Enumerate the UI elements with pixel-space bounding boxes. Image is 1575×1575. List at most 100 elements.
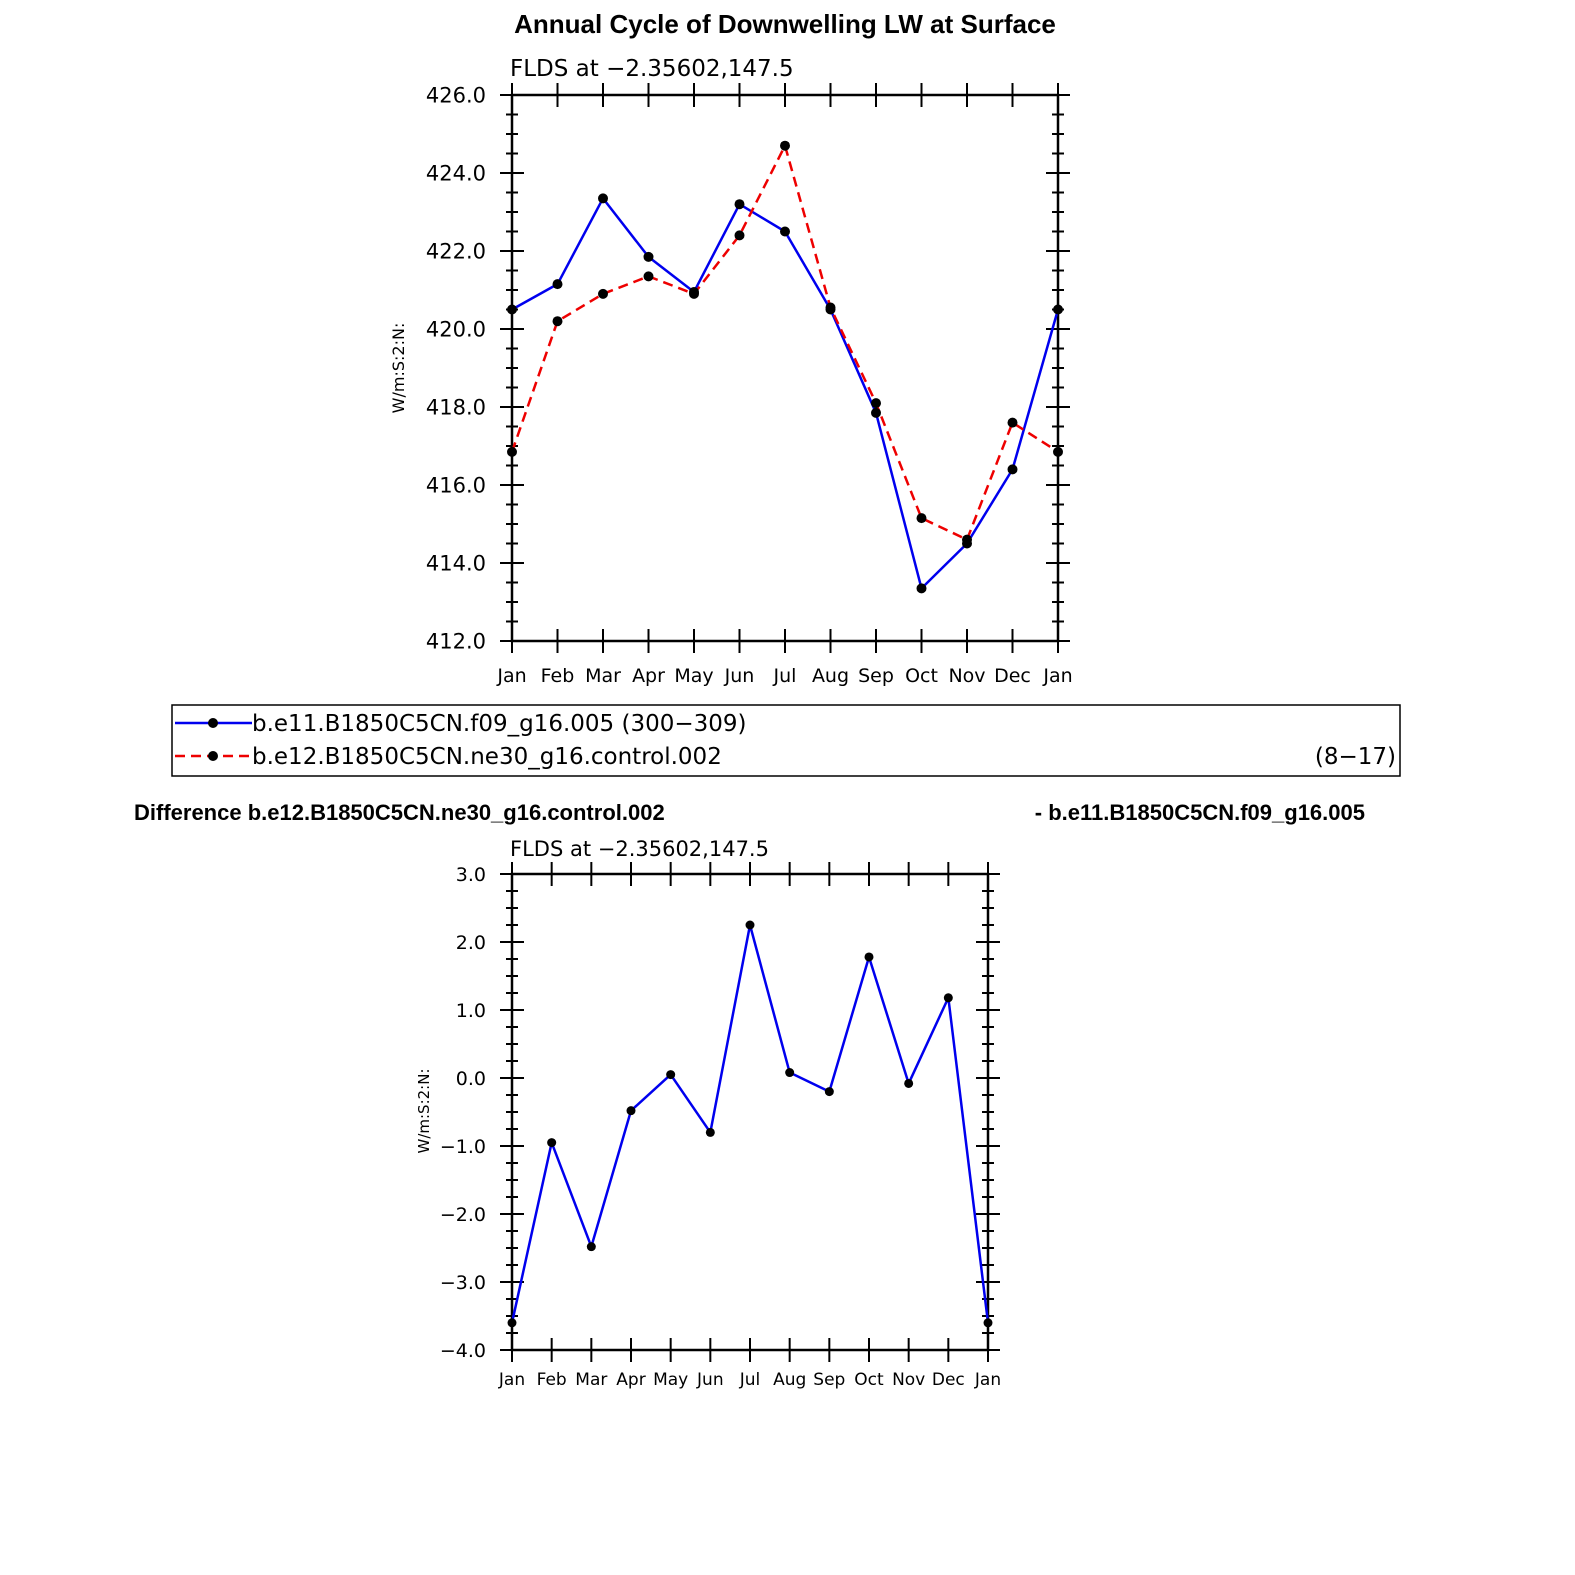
x-tick-label: Sep <box>858 665 894 687</box>
series-1-point <box>734 230 745 241</box>
series-0-point <box>780 226 790 237</box>
series-0-point <box>666 1070 676 1080</box>
difference-title-right: - b.e11.B1850C5CN.f09_g16.005 <box>1035 800 1365 825</box>
series-0-point <box>598 193 608 204</box>
y-tick-label: 424.0 <box>426 162 486 186</box>
x-tick-label: Aug <box>812 665 849 687</box>
x-tick-label: Sep <box>813 1370 845 1390</box>
x-tick-label: Jan <box>498 1370 525 1390</box>
series-0-point <box>824 1087 834 1097</box>
series-0-point <box>943 993 953 1003</box>
x-tick-label: Jul <box>773 665 797 687</box>
series-line-1 <box>510 144 1059 541</box>
y-tick-label: 2.0 <box>456 932 486 954</box>
y-tick-label: 3.0 <box>456 864 486 886</box>
x-tick-label: Jan <box>496 665 526 687</box>
series-0-point <box>705 1127 715 1137</box>
series-0-point <box>552 279 563 290</box>
legend-marker-0 <box>208 718 218 728</box>
x-tick-label: Jun <box>724 665 755 687</box>
series-1-point <box>780 140 790 151</box>
y-tick-label: 420.0 <box>426 318 486 342</box>
series-1-point <box>871 398 881 409</box>
main-title: Annual Cycle of Downwelling LW at Surfac… <box>514 9 1056 39</box>
x-tick-label: Nov <box>948 665 985 687</box>
top-chart-subtitle: FLDS at −2.35602,147.5 <box>510 56 794 82</box>
x-tick-label: Dec <box>932 1370 965 1390</box>
x-tick-label: Mar <box>585 665 621 687</box>
x-tick-label: Oct <box>905 665 938 687</box>
y-tick-label: 418.0 <box>426 396 486 420</box>
y-tick-label: −3.0 <box>440 1272 486 1294</box>
x-tick-label: Feb <box>537 1370 567 1390</box>
series-0-point <box>626 1106 636 1116</box>
legend-marker-1 <box>208 751 218 761</box>
x-tick-label: Aug <box>773 1370 806 1390</box>
x-tick-label: Apr <box>632 665 665 687</box>
series-0-point <box>507 1318 517 1328</box>
y-tick-label: −4.0 <box>440 1340 486 1362</box>
series-1-point <box>598 288 608 299</box>
y-tick-label: 422.0 <box>426 240 486 264</box>
x-tick-label: Oct <box>854 1370 884 1390</box>
series-0-point <box>643 251 654 262</box>
series-0-point <box>983 1318 993 1328</box>
x-tick-label: Apr <box>616 1370 645 1390</box>
series-0-point <box>904 1078 914 1088</box>
difference-title-left: Difference b.e12.B1850C5CN.ne30_g16.cont… <box>134 800 665 825</box>
series-0-point <box>871 407 881 418</box>
top-chart: FLDS at −2.35602,147.5 W/m:S:2:N: 412.0 4… <box>389 56 1073 687</box>
series-1-point <box>643 271 654 282</box>
series-1-point <box>507 446 517 457</box>
series-0-point <box>864 952 874 962</box>
series-0-point <box>734 199 745 210</box>
top-chart-frame <box>510 93 1060 643</box>
series-1-point <box>1007 417 1018 428</box>
bottom-chart-frame <box>510 872 990 1352</box>
series-1-point <box>689 288 699 299</box>
y-tick-label: 0.0 <box>456 1068 486 1090</box>
series-line-0 <box>510 923 990 1324</box>
x-tick-label: Jun <box>696 1370 724 1390</box>
x-tick-label: May <box>674 665 713 687</box>
series-0-point <box>916 583 927 594</box>
series-1-point <box>916 513 927 524</box>
series-0-point <box>507 304 517 315</box>
bottom-chart: FLDS at −2.35602,147.5 W/m:S:2:N: −4.0 −3… <box>415 837 1001 1390</box>
top-chart-ylabel: W/m:S:2:N: <box>389 323 408 414</box>
series-1-point <box>1053 446 1063 457</box>
series-0-point <box>1007 464 1018 475</box>
series-1-point <box>825 302 836 313</box>
legend-box <box>171 704 1401 777</box>
legend-right-1: (8−17) <box>1315 744 1396 770</box>
x-tick-label: Mar <box>575 1370 607 1390</box>
series-0-point <box>547 1138 557 1148</box>
x-tick-label: May <box>653 1370 688 1390</box>
series-1-point <box>552 316 563 327</box>
x-tick-label: Jul <box>739 1370 761 1390</box>
x-tick-label: Nov <box>892 1370 925 1390</box>
x-tick-label: Jan <box>974 1370 1001 1390</box>
y-tick-label: −1.0 <box>440 1136 486 1158</box>
legend: b.e11.B1850C5CN.f09_g16.005 (300−309) b.… <box>171 704 1401 777</box>
series-0-point <box>745 920 755 930</box>
legend-label-1: b.e12.B1850C5CN.ne30_g16.control.002 <box>252 744 722 770</box>
series-line-0 <box>511 197 1060 590</box>
y-tick-label: 416.0 <box>426 474 486 498</box>
y-tick-label: 1.0 <box>456 1000 486 1022</box>
x-tick-label: Jan <box>1042 665 1072 687</box>
legend-label-0: b.e11.B1850C5CN.f09_g16.005 (300−309) <box>252 711 747 737</box>
series-1-point <box>962 534 972 545</box>
series-0-point <box>1053 304 1063 315</box>
x-tick-label: Feb <box>541 665 575 687</box>
series-0-point <box>586 1242 596 1252</box>
series-0-point <box>785 1068 795 1078</box>
x-tick-label: Dec <box>994 665 1031 687</box>
bottom-chart-ylabel: W/m:S:2:N: <box>415 1069 433 1154</box>
y-tick-label: 412.0 <box>426 630 486 654</box>
y-tick-label: 414.0 <box>426 552 486 576</box>
y-tick-label: −2.0 <box>440 1204 486 1226</box>
bottom-chart-subtitle: FLDS at −2.35602,147.5 <box>510 837 769 861</box>
y-tick-label: 426.0 <box>426 84 486 108</box>
